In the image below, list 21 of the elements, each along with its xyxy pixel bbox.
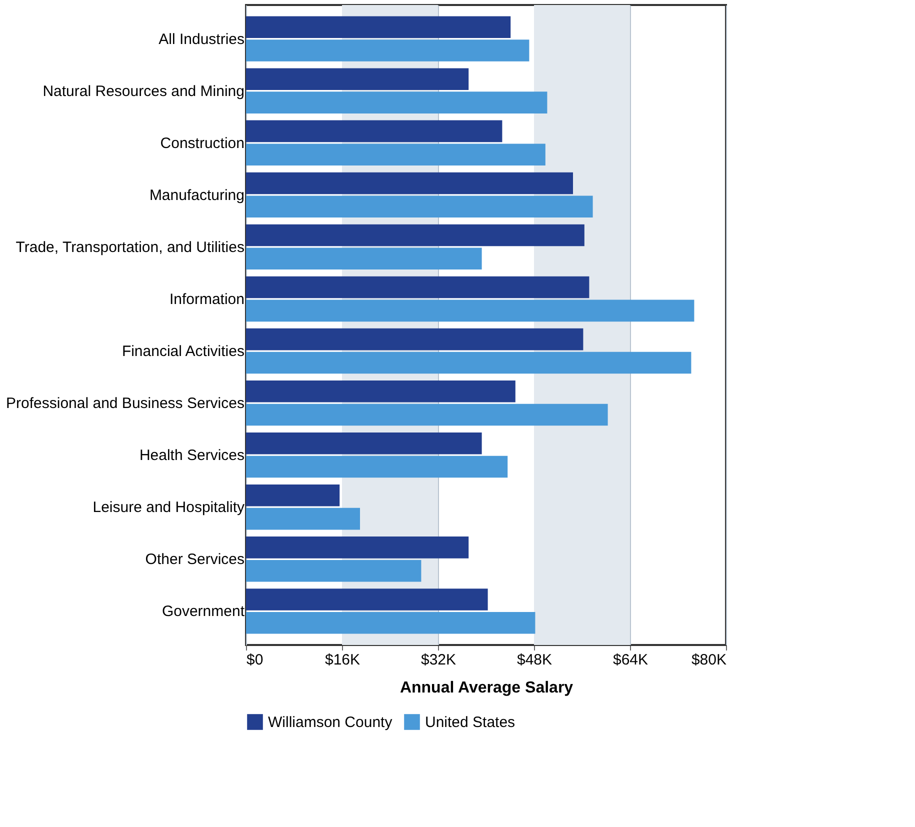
x-tick-label: $64K (612, 652, 648, 668)
legend-label: United States (425, 714, 516, 731)
y-tick-label: Professional and Business Services (6, 395, 244, 412)
x-tick-label: $32K (420, 652, 456, 668)
y-tick-label: Construction (160, 134, 244, 152)
y-tick-label: Manufacturing (149, 186, 244, 204)
x-tick-label: $0 (246, 652, 264, 668)
y-tick-label: Information (169, 290, 244, 308)
x-tick-label: $48K (516, 652, 552, 668)
y-tick-label: Other Services (145, 551, 244, 568)
x-axis-title: Annual Average Salary (400, 680, 574, 696)
y-tick-label: Leisure and Hospitality (92, 499, 245, 516)
y-tick-label: Government (162, 603, 246, 620)
y-tick-label: Health Services (139, 447, 244, 464)
x-tick-label: $80K (691, 652, 726, 668)
x-tick-label: $16K (324, 652, 360, 668)
legend-label: Williamson County (268, 714, 393, 731)
y-tick-label: Financial Activities (122, 343, 244, 360)
y-tick-label: All Industries (158, 30, 244, 48)
y-tick-label: Natural Resources and Mining (42, 82, 244, 100)
y-tick-label: Trade, Transportation, and Utilities (16, 238, 244, 256)
